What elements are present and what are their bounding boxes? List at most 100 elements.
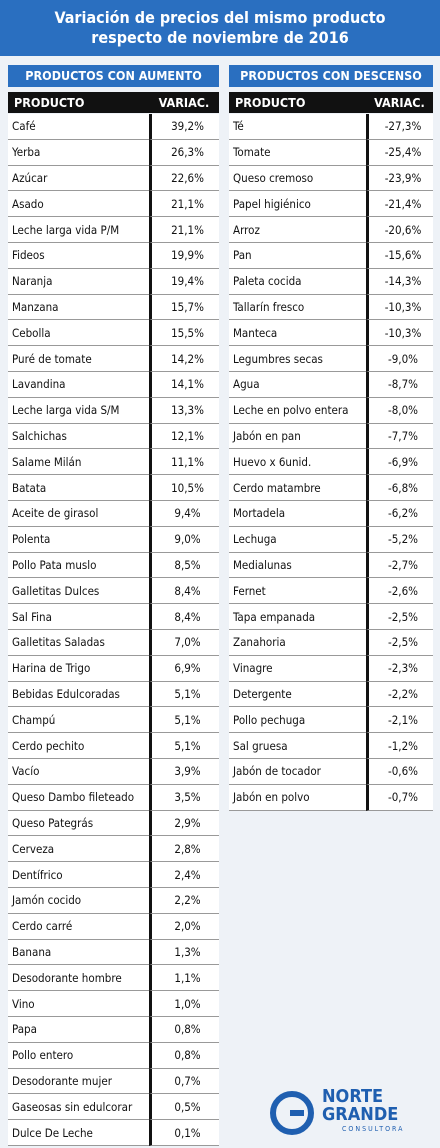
- value-cell: 8,4%: [149, 578, 219, 605]
- product-cell: Medialunas: [229, 552, 366, 579]
- product-cell: Puré de tomate: [8, 346, 149, 372]
- value-cell: -10,3%: [366, 294, 433, 321]
- value-cell: -2,6%: [366, 578, 433, 605]
- product-cell: Tomate: [229, 139, 366, 166]
- value-cell: 8,4%: [149, 604, 219, 630]
- value-cell: 22,6%: [149, 165, 219, 192]
- product-cell: Banana: [8, 939, 149, 966]
- value-cell: -25,4%: [366, 139, 433, 166]
- value-cell: 14,2%: [149, 346, 219, 372]
- product-cell: Vino: [8, 991, 149, 1017]
- value-cell: 3,9%: [149, 759, 219, 785]
- product-cell: Jabón en pan: [229, 423, 366, 450]
- product-cell: Tallarín fresco: [229, 294, 366, 321]
- value-cell: 19,9%: [149, 243, 219, 269]
- value-cell: 1,0%: [149, 991, 219, 1017]
- value-cell: -2,1%: [366, 707, 433, 734]
- value-cell: -0,7%: [366, 784, 433, 811]
- product-cell: Zanahoria: [229, 630, 366, 656]
- value-cell: -21,4%: [366, 191, 433, 218]
- product-cell: Aceite de girasol: [8, 501, 149, 527]
- product-cell: Té: [229, 114, 366, 140]
- value-cell: -9,0%: [366, 346, 433, 372]
- product-cell: Gaseosas sin edulcorar: [8, 1094, 149, 1121]
- logo-text: CONSULTORA: [342, 1125, 405, 1133]
- product-cell: Legumbres secas: [229, 346, 366, 372]
- product-cell: Pan: [229, 243, 366, 269]
- product-cell: Desodorante hombre: [8, 965, 149, 992]
- value-cell: 5,1%: [149, 733, 219, 759]
- value-cell: -2,5%: [366, 630, 433, 656]
- value-cell: 15,5%: [149, 320, 219, 347]
- value-cell: -6,8%: [366, 475, 433, 501]
- value-cell: -8,7%: [366, 372, 433, 398]
- value-cell: 9,0%: [149, 526, 219, 553]
- product-cell: Sal gruesa: [229, 733, 366, 759]
- product-cell: Polenta: [8, 526, 149, 553]
- product-cell: Galletitas Saladas: [8, 630, 149, 656]
- value-cell: 14,1%: [149, 372, 219, 398]
- product-cell: Paleta cocida: [229, 268, 366, 295]
- value-cell: 1,3%: [149, 939, 219, 966]
- title: respecto de noviembre de 2016: [91, 28, 349, 47]
- product-cell: Queso Pategrás: [8, 810, 149, 837]
- value-cell: -14,3%: [366, 268, 433, 295]
- product-cell: Queso cremoso: [229, 165, 366, 192]
- product-cell: Batata: [8, 475, 149, 501]
- column-header: VARIAC.: [149, 92, 219, 113]
- product-cell: Champú: [8, 707, 149, 734]
- product-cell: Bebidas Edulcoradas: [8, 681, 149, 708]
- product-cell: Azúcar: [8, 165, 149, 192]
- product-cell: Leche larga vida P/M: [8, 217, 149, 243]
- value-cell: -8,0%: [366, 397, 433, 424]
- value-cell: 12,1%: [149, 423, 219, 450]
- product-cell: Jabón en polvo: [229, 784, 366, 811]
- product-cell: Cebolla: [8, 320, 149, 347]
- value-cell: 0,1%: [149, 1120, 219, 1146]
- product-cell: Pollo entero: [8, 1042, 149, 1069]
- value-cell: 9,4%: [149, 501, 219, 527]
- product-cell: Fernet: [229, 578, 366, 605]
- product-cell: Salame Milán: [8, 449, 149, 476]
- value-cell: -2,7%: [366, 552, 433, 579]
- value-cell: 3,5%: [149, 784, 219, 811]
- value-cell: 21,1%: [149, 217, 219, 243]
- product-cell: Salchichas: [8, 423, 149, 450]
- product-cell: Huevo x 6unid.: [229, 449, 366, 476]
- value-cell: 2,9%: [149, 810, 219, 837]
- product-cell: Pollo Pata muslo: [8, 552, 149, 579]
- product-cell: Vacío: [8, 759, 149, 785]
- product-cell: Galletitas Dulces: [8, 578, 149, 605]
- value-cell: -27,3%: [366, 114, 433, 140]
- value-cell: -2,2%: [366, 681, 433, 708]
- product-cell: Vinagre: [229, 655, 366, 682]
- value-cell: 39,2%: [149, 114, 219, 140]
- logo-text: GRANDE: [322, 1104, 399, 1125]
- value-cell: -23,9%: [366, 165, 433, 192]
- product-cell: Manteca: [229, 320, 366, 347]
- product-cell: Leche larga vida S/M: [8, 397, 149, 424]
- value-cell: 7,0%: [149, 630, 219, 656]
- logo: NORTE GRANDE CONSULTORA: [268, 1088, 428, 1138]
- column-header: PRODUCTO: [229, 92, 366, 113]
- product-cell: Naranja: [8, 268, 149, 295]
- value-cell: 5,1%: [149, 707, 219, 734]
- value-cell: -1,2%: [366, 733, 433, 759]
- column-header: VARIAC.: [366, 92, 433, 113]
- product-cell: Queso Dambo fileteado: [8, 784, 149, 811]
- table-heading: PRODUCTOS CON AUMENTO: [8, 65, 219, 87]
- value-cell: -6,2%: [366, 501, 433, 527]
- product-cell: Yerba: [8, 139, 149, 166]
- product-cell: Fideos: [8, 243, 149, 269]
- product-cell: Papel higiénico: [229, 191, 366, 218]
- value-cell: 21,1%: [149, 191, 219, 218]
- value-cell: 13,3%: [149, 397, 219, 424]
- value-cell: -2,5%: [366, 604, 433, 630]
- value-cell: -20,6%: [366, 217, 433, 243]
- value-cell: 11,1%: [149, 449, 219, 476]
- product-cell: Sal Fina: [8, 604, 149, 630]
- value-cell: -0,6%: [366, 759, 433, 785]
- product-cell: Cerdo pechito: [8, 733, 149, 759]
- value-cell: 19,4%: [149, 268, 219, 295]
